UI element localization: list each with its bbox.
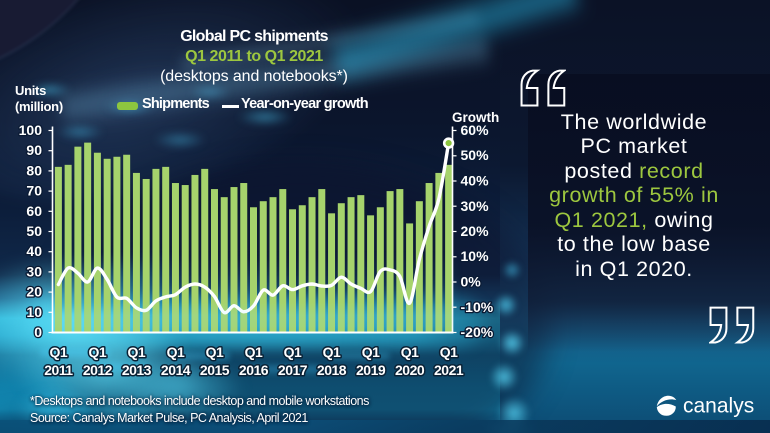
svg-text:-20%: -20% [461, 324, 494, 340]
svg-text:Q1: Q1 [128, 344, 146, 360]
svg-text:90: 90 [26, 142, 42, 158]
svg-text:60%: 60% [461, 122, 490, 138]
svg-text:2014: 2014 [161, 362, 191, 378]
svg-text:2020: 2020 [395, 362, 425, 378]
svg-text:2017: 2017 [278, 362, 308, 378]
svg-text:20: 20 [26, 284, 42, 300]
svg-text:-10%: -10% [461, 299, 494, 315]
svg-text:Q1: Q1 [284, 344, 302, 360]
svg-text:Q1: Q1 [206, 344, 224, 360]
svg-text:canalys: canalys [683, 395, 754, 418]
svg-text:70: 70 [26, 183, 42, 199]
svg-text:50%: 50% [461, 147, 490, 163]
svg-text:80: 80 [26, 162, 42, 178]
svg-text:2018: 2018 [317, 362, 347, 378]
svg-text:40%: 40% [461, 173, 490, 189]
svg-text:2012: 2012 [83, 362, 113, 378]
svg-text:10%: 10% [461, 248, 490, 264]
svg-text:Q1: Q1 [167, 344, 185, 360]
svg-text:50: 50 [26, 223, 42, 239]
svg-text:Q1: Q1 [50, 344, 68, 360]
svg-text:2021: 2021 [434, 362, 464, 378]
svg-text:30: 30 [26, 263, 42, 279]
svg-text:30%: 30% [461, 198, 490, 214]
svg-text:20%: 20% [461, 223, 490, 239]
svg-text:2011: 2011 [44, 362, 73, 378]
svg-text:Q1: Q1 [89, 344, 107, 360]
svg-text:2019: 2019 [356, 362, 386, 378]
svg-text:60: 60 [26, 203, 42, 219]
svg-text:0%: 0% [461, 274, 482, 290]
svg-text:Q1: Q1 [323, 344, 341, 360]
svg-text:Q1: Q1 [362, 344, 380, 360]
svg-text:Q1: Q1 [440, 344, 458, 360]
svg-text:Q1: Q1 [401, 344, 419, 360]
svg-text:40: 40 [26, 243, 42, 259]
svg-text:2015: 2015 [200, 362, 230, 378]
svg-text:100: 100 [19, 122, 43, 138]
svg-text:0: 0 [34, 324, 42, 340]
svg-text:2013: 2013 [122, 362, 152, 378]
svg-text:Q1: Q1 [245, 344, 263, 360]
svg-text:10: 10 [26, 304, 42, 320]
svg-text:2016: 2016 [239, 362, 269, 378]
